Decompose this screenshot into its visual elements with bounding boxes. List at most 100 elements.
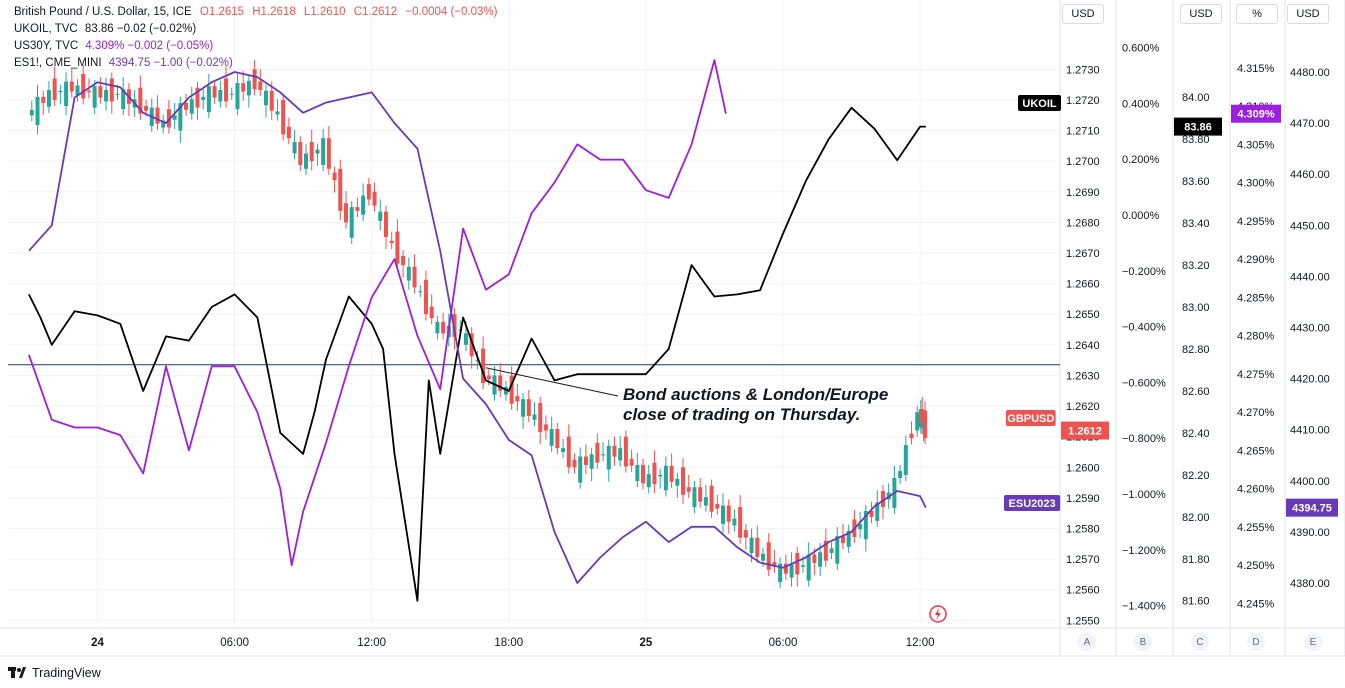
- axis-letter-d[interactable]: D: [1247, 633, 1265, 651]
- candle[interactable]: [658, 468, 663, 489]
- candle[interactable]: [241, 70, 246, 101]
- candle[interactable]: [526, 389, 531, 423]
- candle[interactable]: [218, 80, 223, 108]
- series-tag-ukoil[interactable]: UKOIL: [1018, 95, 1061, 111]
- candle[interactable]: [903, 435, 908, 482]
- candle[interactable]: [721, 493, 726, 534]
- candle[interactable]: [75, 79, 80, 102]
- candle[interactable]: [229, 87, 234, 100]
- candle[interactable]: [880, 484, 885, 520]
- candle[interactable]: [441, 312, 446, 340]
- candle[interactable]: [326, 125, 331, 175]
- candle[interactable]: [46, 80, 51, 113]
- candle[interactable]: [892, 465, 897, 514]
- candle[interactable]: [121, 76, 126, 116]
- axis-d-unit-button[interactable]: %: [1236, 4, 1278, 24]
- candle[interactable]: [641, 458, 646, 490]
- tradingview-logo[interactable]: TradingView: [8, 666, 101, 680]
- candle[interactable]: [589, 448, 594, 482]
- candle[interactable]: [195, 81, 200, 120]
- candle[interactable]: [578, 447, 583, 489]
- candle[interactable]: [292, 129, 297, 160]
- candle[interactable]: [686, 474, 691, 498]
- candle[interactable]: [875, 490, 880, 527]
- lightning-icon[interactable]: [929, 605, 947, 623]
- candle[interactable]: [709, 479, 714, 518]
- candle[interactable]: [692, 481, 697, 514]
- candle[interactable]: [789, 552, 794, 587]
- candle[interactable]: [418, 285, 423, 298]
- candle[interactable]: [435, 315, 440, 340]
- axis-letter-c[interactable]: C: [1191, 633, 1209, 651]
- candle[interactable]: [629, 449, 634, 472]
- candle[interactable]: [869, 501, 874, 524]
- candle[interactable]: [572, 453, 577, 474]
- candle[interactable]: [178, 96, 183, 143]
- candle[interactable]: [81, 64, 86, 105]
- candle[interactable]: [138, 75, 143, 120]
- candle[interactable]: [909, 421, 914, 445]
- candle[interactable]: [732, 509, 737, 532]
- candle[interactable]: [389, 231, 394, 250]
- candle[interactable]: [338, 159, 343, 221]
- candle[interactable]: [286, 117, 291, 145]
- candle[interactable]: [355, 197, 360, 218]
- candle[interactable]: [378, 199, 383, 231]
- candle[interactable]: [612, 436, 617, 466]
- series-tag-esu2023[interactable]: ESU2023: [1004, 495, 1061, 511]
- candle[interactable]: [521, 393, 526, 430]
- candle[interactable]: [923, 401, 928, 445]
- candle[interactable]: [104, 77, 109, 111]
- candle[interactable]: [401, 249, 406, 278]
- candle[interactable]: [258, 69, 263, 97]
- candle[interactable]: [698, 478, 703, 508]
- candle[interactable]: [583, 444, 588, 475]
- axis-e-unit-button[interactable]: USD: [1287, 4, 1329, 24]
- candle[interactable]: [361, 183, 366, 221]
- candle[interactable]: [766, 533, 771, 576]
- candle[interactable]: [601, 442, 606, 462]
- candle[interactable]: [343, 191, 348, 229]
- candle[interactable]: [532, 402, 537, 426]
- candle[interactable]: [635, 452, 640, 488]
- candle[interactable]: [681, 458, 686, 505]
- candle[interactable]: [349, 200, 354, 244]
- candle[interactable]: [475, 350, 480, 370]
- candle[interactable]: [172, 103, 177, 130]
- candle[interactable]: [275, 99, 280, 121]
- candle[interactable]: [469, 327, 474, 369]
- candle[interactable]: [795, 546, 800, 587]
- candle[interactable]: [858, 511, 863, 539]
- candle[interactable]: [412, 254, 417, 294]
- candle[interactable]: [652, 450, 657, 494]
- candle[interactable]: [98, 76, 103, 104]
- candle[interactable]: [201, 87, 206, 110]
- candle[interactable]: [755, 525, 760, 563]
- candle[interactable]: [92, 80, 97, 114]
- candle[interactable]: [743, 523, 748, 550]
- candle[interactable]: [835, 526, 840, 570]
- candle[interactable]: [829, 542, 834, 560]
- candle[interactable]: [549, 416, 554, 452]
- candle[interactable]: [515, 383, 520, 411]
- candle[interactable]: [29, 100, 34, 122]
- candle[interactable]: [846, 524, 851, 553]
- series-line-ukoil[interactable]: [28, 106, 926, 602]
- candle[interactable]: [561, 438, 566, 459]
- candle[interactable]: [332, 166, 337, 193]
- series-line-us30y[interactable]: [28, 59, 727, 567]
- candle[interactable]: [663, 456, 668, 497]
- series-line-esu2023[interactable]: [28, 71, 927, 584]
- candle[interactable]: [429, 294, 434, 325]
- candle[interactable]: [372, 182, 377, 212]
- candle[interactable]: [252, 60, 257, 96]
- annotation-line-2[interactable]: close of trading on Thursday.: [623, 405, 860, 424]
- candle[interactable]: [543, 415, 548, 440]
- candle[interactable]: [863, 504, 868, 552]
- candle[interactable]: [555, 422, 560, 455]
- candle[interactable]: [778, 557, 783, 589]
- candle[interactable]: [726, 499, 731, 534]
- candle[interactable]: [189, 86, 194, 120]
- candle[interactable]: [264, 84, 269, 118]
